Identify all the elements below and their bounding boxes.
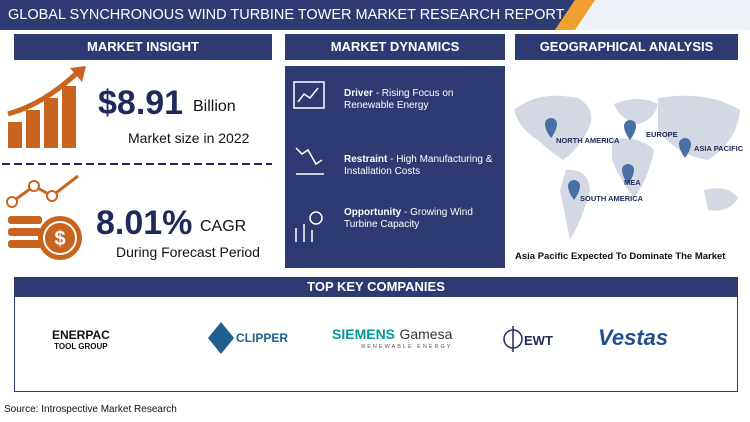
region-label: NORTH AMERICA (556, 136, 620, 145)
company-logo: ENERPAC TOOL GROUP (52, 328, 110, 351)
dynamics-label: Restraint (344, 154, 388, 165)
company-sub: TOOL GROUP (54, 342, 108, 351)
section-heading: MARKET INSIGHT (14, 34, 272, 60)
section-heading: GEOGRAPHICAL ANALYSIS (515, 34, 738, 60)
section-heading: MARKET DYNAMICS (285, 34, 505, 60)
clipper-icon (208, 322, 234, 354)
market-size-value: $8.91 (98, 84, 184, 122)
dynamics-label: Driver (344, 88, 373, 99)
geo-caption: Asia Pacific Expected To Dominate The Ma… (515, 251, 726, 262)
svg-text:$: $ (54, 228, 65, 250)
region-label: SOUTH AMERICA (580, 194, 644, 203)
source: Source: Introspective Market Research (4, 404, 177, 415)
dynamics-text: - Rising Focus on Renewable Energy (344, 88, 454, 111)
growth-icon (7, 66, 86, 148)
section-heading: TOP KEY COMPANIES (14, 277, 738, 297)
dynamics-icons (293, 81, 325, 242)
ewt-icon (503, 326, 523, 352)
company-name: Gamesa (399, 326, 453, 342)
region-label: MEA (624, 178, 641, 187)
company-logo: SIEMENS Gamesa RENEWABLE ENERGY (332, 326, 452, 350)
company-name: CLIPPER (236, 331, 289, 345)
title: GLOBAL SYNCHRONOUS WIND TURBINE TOWER MA… (8, 7, 565, 23)
region-label: EUROPE (646, 130, 678, 139)
dynamics-panel (285, 66, 505, 268)
company-sub: RENEWABLE ENERGY (361, 344, 453, 350)
company-name: ENERPAC (52, 328, 110, 342)
company-name: SIEMENS (332, 326, 396, 342)
cagr-icon: $ (6, 174, 82, 260)
company-name: Vestas (598, 325, 669, 350)
market-size-unit: Billion (193, 98, 236, 115)
region-label: ASIA PACIFIC (694, 144, 744, 153)
dynamics-item: Driver - Rising Focus on Renewable Energ… (344, 88, 499, 112)
company-name: EWT (524, 333, 553, 348)
divider (2, 163, 272, 165)
dynamics-item: Opportunity - Growing Wind Turbine Capac… (344, 207, 499, 231)
market-size-caption: Market size in 2022 (128, 130, 250, 146)
cagr-caption: During Forecast Period (116, 244, 260, 260)
dynamics-text: - Growing Wind Turbine Capacity (344, 207, 473, 230)
companies-box (14, 297, 738, 392)
cagr-value: 8.01% (96, 204, 193, 242)
cagr-unit: CAGR (200, 218, 247, 235)
world-map (514, 95, 740, 240)
map-pins (545, 118, 691, 200)
dynamics-text: - High Manufacturing & Installation Cost… (344, 154, 493, 177)
title-bg (0, 0, 595, 30)
dynamics-label: Opportunity (344, 207, 402, 218)
dynamics-item: Restraint - High Manufacturing & Install… (344, 154, 499, 178)
